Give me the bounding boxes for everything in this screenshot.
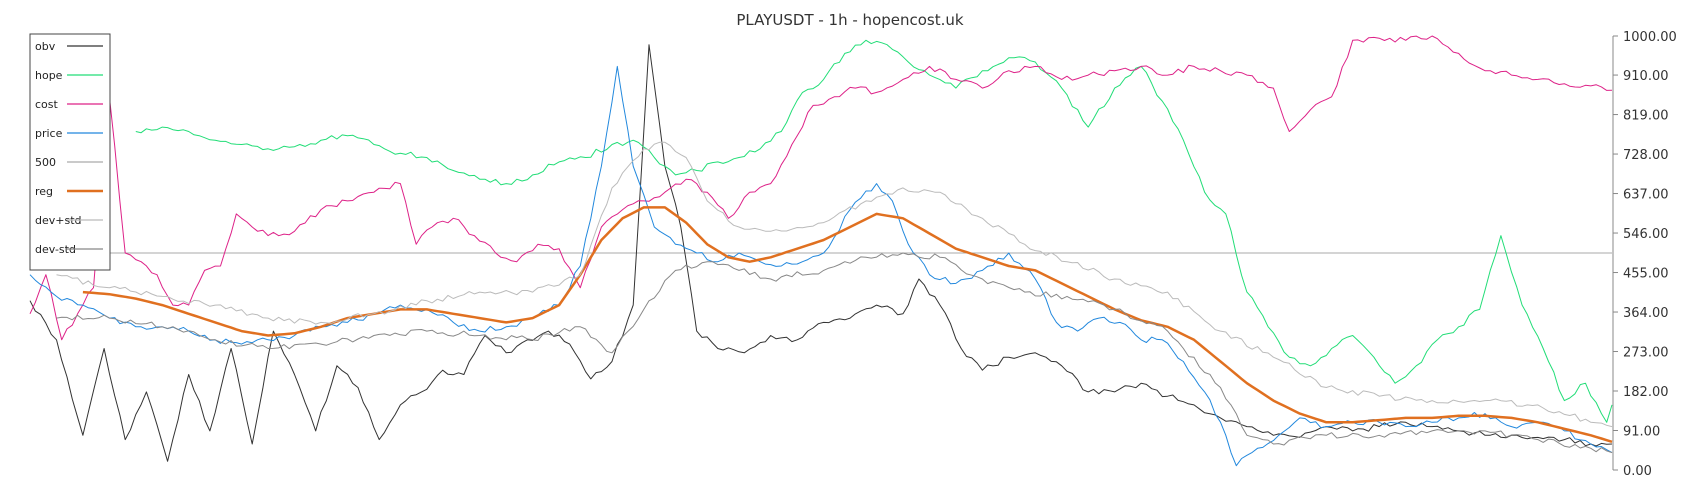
y-tick-label: 182.00 [1623,385,1669,400]
y-tick-label: 1000.00 [1623,30,1677,45]
legend-label: hope [35,69,63,82]
legend-label: reg [35,185,53,198]
series-line-price [29,65,1613,467]
y-tick-label: 364.00 [1623,306,1669,321]
series-line-dev-std [56,141,1613,428]
legend-label: dev+std [35,214,82,227]
series-line-reg [82,206,1613,443]
legend: obv hope cost price 500 reg dev+std dev-std [29,33,111,271]
y-axis: 1000.00 910.00 819.00 728.00 637.00 546.00 455… [1612,30,1677,479]
legend-label: price [35,127,63,140]
legend-box [29,33,111,271]
legend-label: cost [35,98,59,111]
y-tick-label: 819.00 [1623,109,1669,124]
y-tick-label: 0.00 [1623,464,1652,479]
y-tick-label: 637.00 [1623,188,1669,203]
y-tick-label: 91.00 [1623,425,1660,440]
series-line-dev-std [56,252,1613,454]
series-layer [29,35,1613,467]
legend-label: 500 [35,156,56,169]
y-tick-label: 910.00 [1623,69,1669,84]
series-line-cost [29,35,1613,341]
series-line-hope [135,39,1613,423]
legend-label: obv [35,40,56,53]
y-tick-label: 546.00 [1623,227,1669,242]
y-tick-label: 455.00 [1623,267,1669,282]
series-line-obv [29,44,1613,462]
chart-title: PLAYUSDT - 1h - hopencost.uk [736,11,964,29]
legend-label: dev-std [35,243,76,256]
y-tick-label: 273.00 [1623,346,1669,361]
y-tick-label: 728.00 [1623,148,1669,163]
